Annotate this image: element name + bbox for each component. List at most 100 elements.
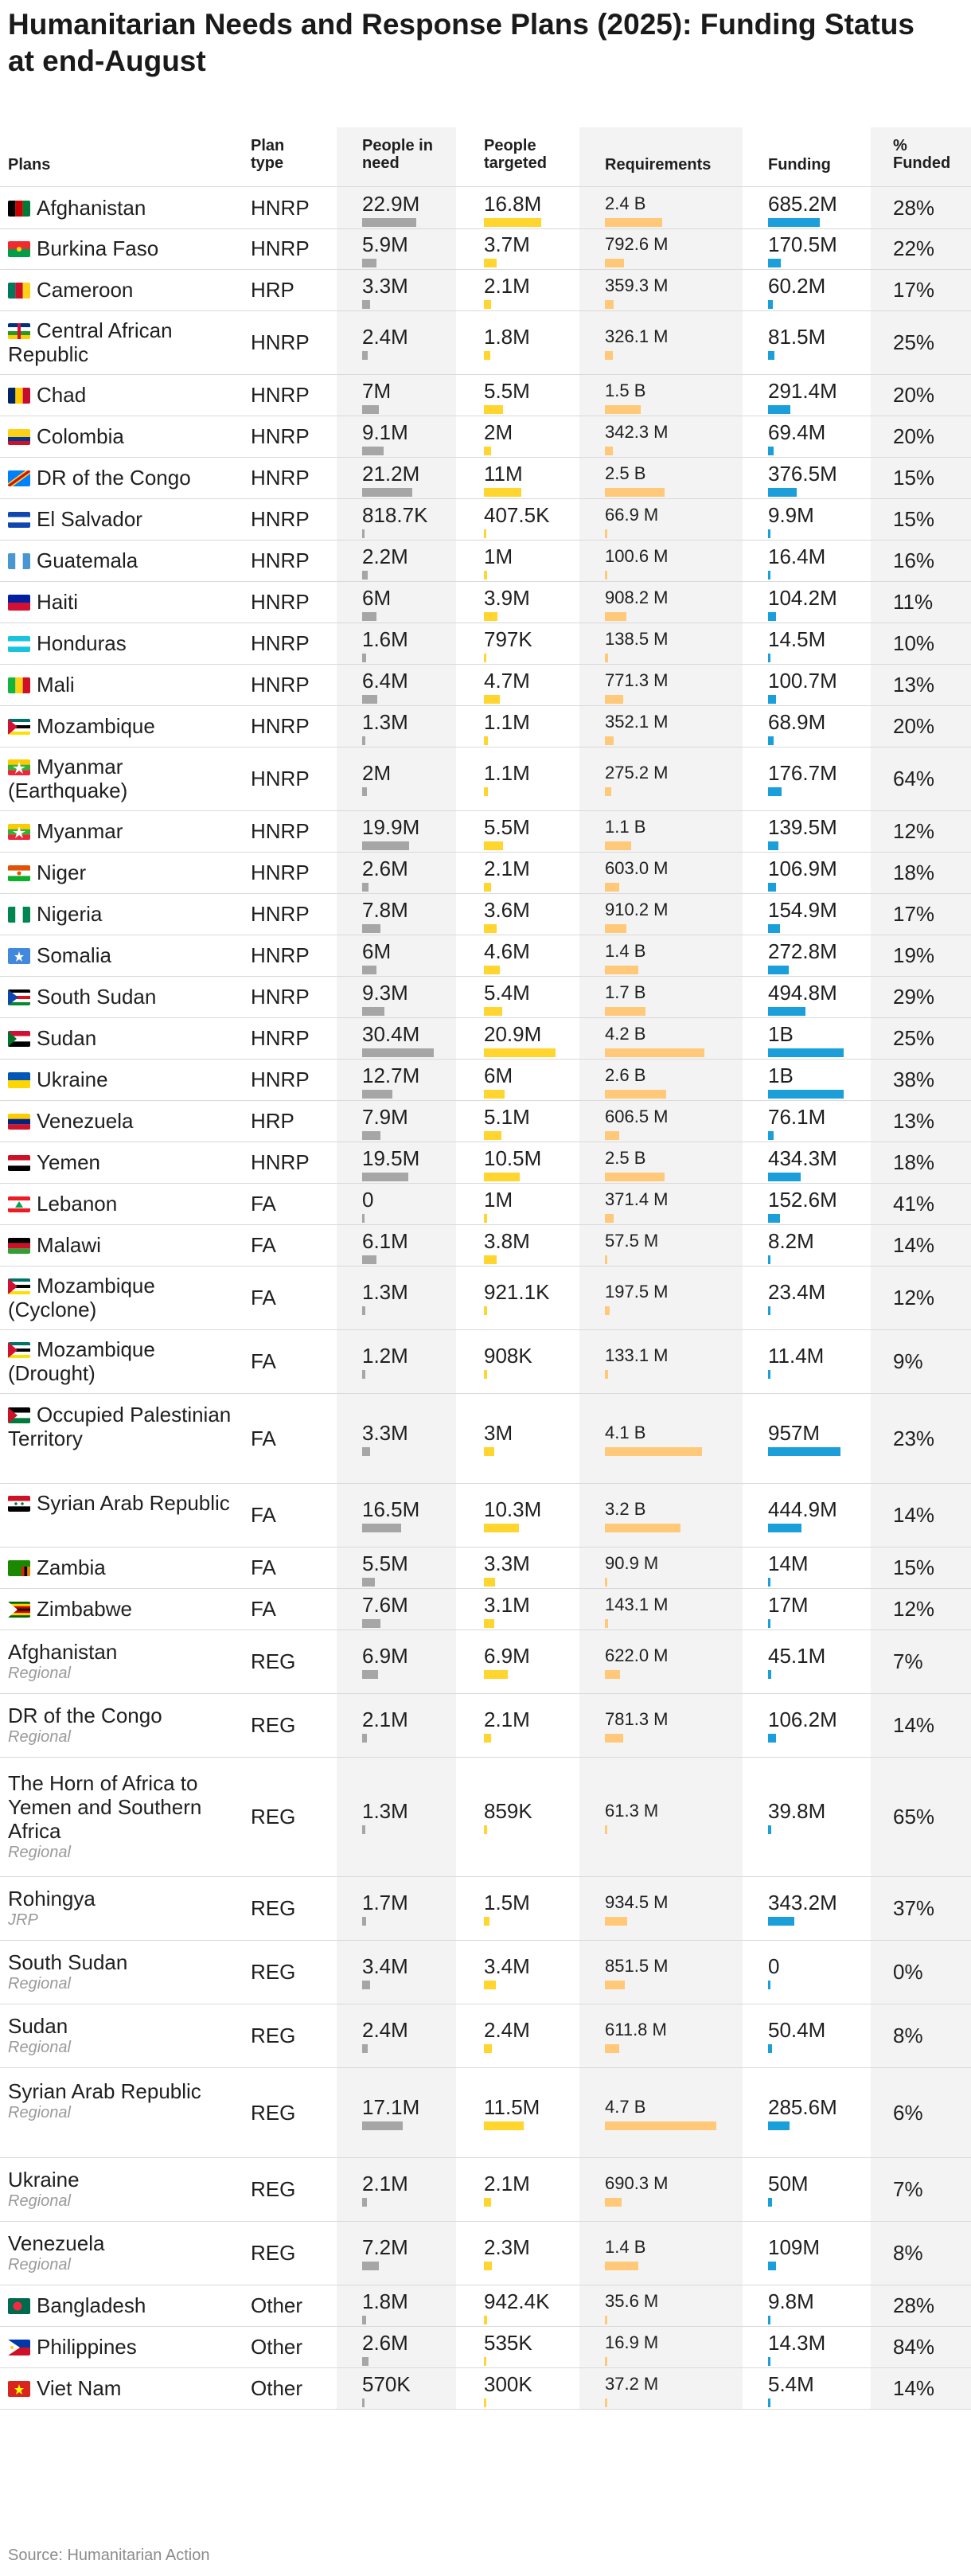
- funding-cell: 100.7M: [768, 669, 837, 704]
- requirements-cell: 1.7 B: [605, 981, 645, 1016]
- people-in-need-bar: [362, 736, 365, 745]
- people-in-need-cell: 30.4M: [362, 1022, 434, 1057]
- plan-name: Philippines: [8, 2335, 239, 2359]
- requirements-value: 90.9 M: [605, 1553, 659, 1573]
- people-targeted-cell: 1M: [484, 544, 513, 580]
- requirements-cell: 197.5 M: [605, 1280, 669, 1315]
- plan-cell: Philippines: [8, 2335, 239, 2359]
- people-targeted-bar: [484, 2357, 486, 2366]
- table-row: Somalia HNRP 6M 4.6M 1.4 B 272.8M 19%: [0, 935, 971, 977]
- plan-type: Other: [251, 2293, 303, 2317]
- people-in-need-value: 1.3M: [362, 710, 408, 734]
- funding-cell: 106.9M: [768, 857, 837, 892]
- requirements-bar: [605, 351, 613, 360]
- people-targeted-value: 2.4M: [484, 2018, 530, 2042]
- people-targeted-cell: 4.6M: [484, 939, 530, 974]
- requirements-bar: [605, 2044, 620, 2053]
- chart-title: Humanitarian Needs and Response Plans (2…: [8, 8, 915, 77]
- table-row: Chad HNRP 7M 5.5M 1.5 B 291.4M 20%: [0, 374, 971, 416]
- plan-cell: Malawi: [8, 1233, 239, 1257]
- plan-cell: Chad: [8, 383, 239, 407]
- funding-bar: [768, 1446, 840, 1456]
- plan-cell: Burkina Faso: [8, 236, 239, 260]
- requirements-bar: [605, 1090, 667, 1099]
- plan-type: REG: [251, 1805, 296, 1829]
- plan-label: Syrian Arab Republic: [37, 1491, 230, 1515]
- mozambique-flag-icon: [8, 719, 30, 735]
- requirements-value: 326.1 M: [605, 326, 669, 346]
- table-row: Viet Nam Other 570K 300K 37.2 M 5.4M 14%: [0, 2367, 971, 2410]
- plan-cell: DR of the Congo: [8, 466, 239, 490]
- requirements-cell: 90.9 M: [605, 1551, 658, 1587]
- table-row: Lebanon FA 0 1M 371.4 M 152.6M 41%: [0, 1183, 971, 1225]
- plan-type: HRP: [251, 1109, 294, 1133]
- pct-funded-value: 14%: [893, 2376, 935, 2400]
- people-targeted-cell: 10.5M: [484, 1146, 541, 1181]
- plan-label: DR of the Congo: [37, 466, 191, 490]
- source-note: Source: Humanitarian Action: [8, 2547, 210, 2564]
- people-targeted-cell: 6.9M: [484, 1644, 530, 1679]
- plan-label: Somalia: [37, 943, 111, 967]
- requirements-value: 606.5 M: [605, 1107, 669, 1126]
- people-targeted-bar: [484, 612, 497, 621]
- people-in-need-bar: [362, 1048, 434, 1057]
- requirements-bar: [605, 2357, 607, 2366]
- requirements-value: 2.5 B: [605, 1148, 646, 1168]
- table-row: Afghanistan HNRP 22.9M 16.8M 2.4 B 685.2M 28%: [0, 186, 971, 229]
- philippines-flag-icon: [8, 2340, 30, 2355]
- people-targeted-value: 1.8M: [484, 325, 530, 349]
- funding-bar: [768, 1917, 794, 1926]
- people-targeted-cell: 1M: [484, 1188, 513, 1223]
- afghanistan-flag-icon: [8, 201, 30, 217]
- people-in-need-value: 6M: [362, 939, 392, 963]
- plan-name: Venezuela: [8, 1109, 239, 1133]
- people-in-need-cell: 7.9M: [362, 1105, 408, 1140]
- plan-type: FA: [251, 1555, 276, 1579]
- requirements-value: 4.2 B: [605, 1024, 646, 1044]
- pct-funded-value: 13%: [893, 1109, 935, 1133]
- requirements-value: 771.3 M: [605, 670, 669, 690]
- table-row: South Sudan HNRP 9.3M 5.4M 1.7 B 494.8M 29%: [0, 976, 971, 1018]
- funding-cell: 60.2M: [768, 274, 825, 309]
- requirements-cell: 326.1 M: [605, 325, 669, 360]
- funding-bar: [768, 529, 770, 538]
- requirements-bar: [605, 488, 665, 497]
- funding-value: 154.9M: [768, 898, 837, 922]
- people-targeted-cell: 2M: [484, 420, 513, 455]
- people-in-need-value: 1.7M: [362, 1891, 408, 1914]
- people-in-need-bar: [362, 300, 370, 309]
- plan-type: HNRP: [251, 673, 310, 697]
- table-row: Philippines Other 2.6M 535K 16.9 M 14.3M 84%: [0, 2326, 971, 2368]
- people-in-need-cell: 1.3M: [362, 710, 408, 745]
- requirements-value: 4.1 B: [605, 1422, 646, 1442]
- requirements-bar: [605, 2316, 607, 2324]
- funding-cell: 81.5M: [768, 325, 825, 360]
- plan-type: HNRP: [251, 714, 310, 738]
- plan-cell: Cameroon: [8, 278, 239, 302]
- requirements-value: 1.4 B: [605, 941, 646, 961]
- people-in-need-bar: [362, 405, 379, 414]
- people-targeted-bar: [484, 488, 522, 497]
- plan-label: El Salvador: [37, 507, 142, 531]
- plan-cell: Mozambique (Cyclone): [8, 1274, 239, 1321]
- chad-flag-icon: [8, 388, 30, 404]
- plan-cell: Guatemala: [8, 548, 239, 572]
- plan-label: Ukraine: [8, 2168, 80, 2192]
- people-in-need-cell: 7.8M: [362, 898, 408, 933]
- somalia-flag-icon: [8, 948, 30, 964]
- plan-name: Guatemala: [8, 548, 239, 572]
- yemen-flag-icon: [8, 1155, 30, 1171]
- people-in-need-value: 5.9M: [362, 232, 408, 256]
- plan-label: Sudan: [8, 2014, 68, 2038]
- plan-type: REG: [251, 1960, 296, 1984]
- funding-bar: [768, 695, 776, 704]
- people-targeted-cell: 908K: [484, 1344, 532, 1379]
- header-funding: Funding: [768, 156, 831, 174]
- requirements-cell: 1.4 B: [605, 2235, 645, 2270]
- pct-funded-value: 15%: [893, 1555, 935, 1579]
- funding-bar: [768, 2262, 777, 2270]
- plan-name: Venezuela: [8, 2231, 239, 2255]
- requirements-cell: 138.5 M: [605, 627, 669, 662]
- viet-nam-flag-icon: [8, 2381, 30, 2397]
- people-in-need-value: 1.3M: [362, 1799, 408, 1823]
